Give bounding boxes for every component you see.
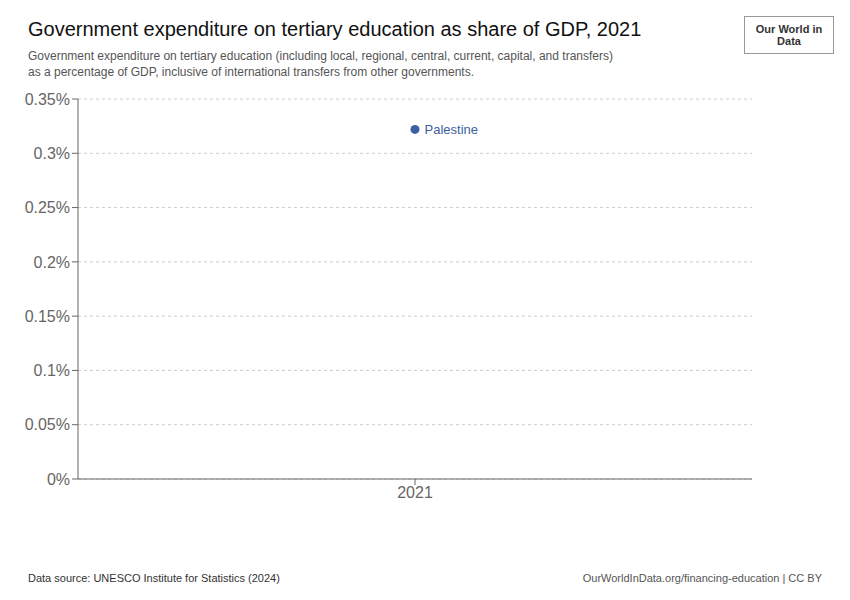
html-text:Our World in Data: Our World in Data [755, 23, 823, 47]
html-text:as a percentage of GDP, inclus: as a percentage of GDP, inclusive of int… [28, 65, 474, 79]
svg-text:Palestine: Palestine [425, 122, 478, 137]
svg-text:0.35%: 0.35% [25, 91, 70, 108]
svg-text:0.05%: 0.05% [25, 416, 70, 433]
svg-text:0.25%: 0.25% [25, 199, 70, 216]
svg-text:0.3%: 0.3% [34, 145, 70, 162]
html-text:Government expenditure on tert: Government expenditure on tertiary educa… [28, 18, 642, 40]
svg-text:0%: 0% [47, 471, 70, 488]
svg-text:0.15%: 0.15% [25, 308, 70, 325]
html-text:Government expenditure on tert: Government expenditure on tertiary educa… [28, 49, 613, 63]
svg-text:0.2%: 0.2% [34, 254, 70, 271]
html-text:Data source: UNESCO Institute: Data source: UNESCO Institute for Statis… [28, 572, 280, 584]
svg-text:2021: 2021 [397, 484, 433, 501]
html-text:OurWorldInData.org/financing-e: OurWorldInData.org/financing-education |… [582, 572, 822, 584]
svg-text:0.1%: 0.1% [34, 362, 70, 379]
